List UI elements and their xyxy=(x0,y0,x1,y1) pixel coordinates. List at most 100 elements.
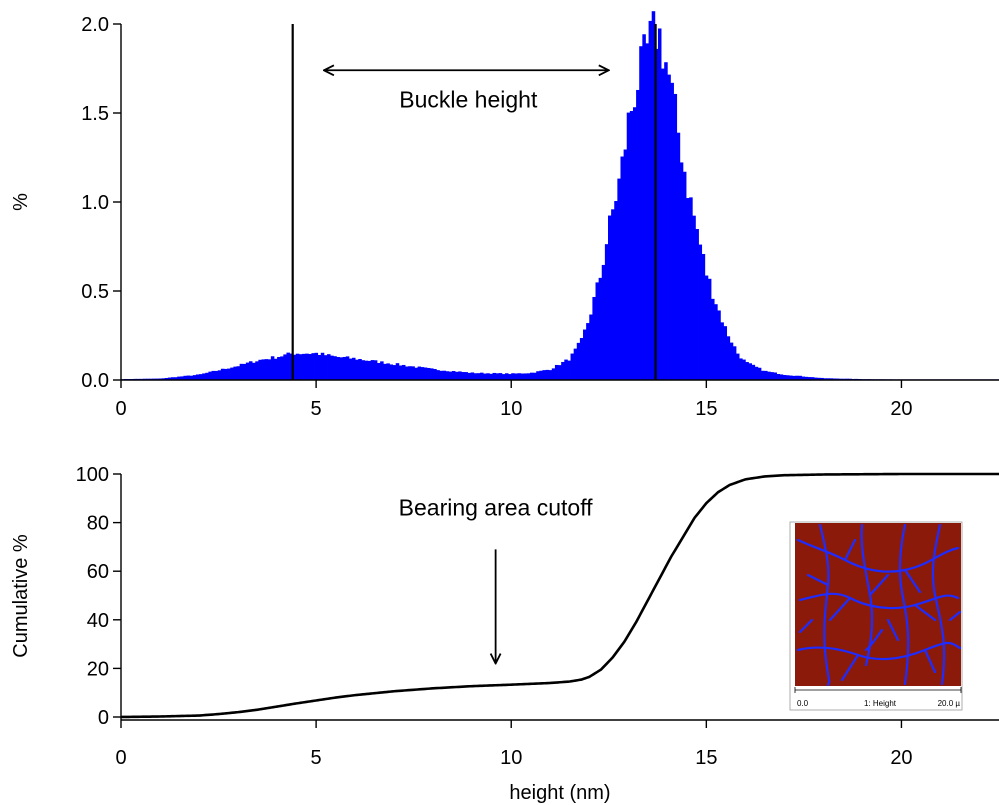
histogram-bar-111 xyxy=(467,372,472,380)
histogram-bar-15 xyxy=(167,377,172,380)
histogram-bar-195 xyxy=(729,342,734,380)
histogram-bar-82 xyxy=(376,362,381,380)
cumulative-y-axis-label: Cumulative % xyxy=(10,534,32,658)
histogram-bar-168 xyxy=(645,43,649,381)
histogram-bar-43 xyxy=(255,361,259,380)
histogram-bar-121 xyxy=(498,373,503,380)
histogram-bar-46 xyxy=(264,359,269,380)
histogram-bar-173 xyxy=(661,68,665,380)
histogram-y-tick-label-3: 1.5 xyxy=(81,103,109,125)
histogram-bar-40 xyxy=(245,362,250,380)
histogram-bar-96 xyxy=(420,367,425,380)
histogram-bar-70 xyxy=(339,357,344,380)
histogram-bar-94 xyxy=(414,367,418,380)
histogram-bar-45 xyxy=(261,359,265,380)
histogram-bar-47 xyxy=(267,359,272,380)
histogram-bar-222 xyxy=(814,377,818,380)
histogram-bar-85 xyxy=(386,363,390,380)
histogram-bar-13 xyxy=(161,378,166,380)
cumulative-x-tick-label-0: 0 xyxy=(115,747,126,769)
histogram-bar-214 xyxy=(789,375,793,380)
histogram-bar-44 xyxy=(258,359,262,380)
histogram-bar-200 xyxy=(745,362,749,380)
histogram-bar-210 xyxy=(776,374,781,380)
histogram-bar-126 xyxy=(514,373,518,380)
histogram-bar-135 xyxy=(542,370,546,380)
histogram-bar-205 xyxy=(760,370,765,380)
histogram-bar-133 xyxy=(536,371,540,380)
histogram-bar-221 xyxy=(810,377,815,380)
histogram-bar-71 xyxy=(342,356,347,380)
histogram-x-ticks: 0 5 10 15 20 xyxy=(115,380,913,420)
histogram-bar-213 xyxy=(785,375,790,380)
histogram-y-axis-label: % xyxy=(10,193,32,211)
histogram-bar-59 xyxy=(305,353,309,380)
histogram-bar-149 xyxy=(586,323,590,380)
inset-scale-right-label: 20.0 µ xyxy=(938,699,961,708)
histogram-bar-103 xyxy=(442,370,447,380)
histogram-bar-187 xyxy=(704,275,709,380)
histogram-bar-202 xyxy=(751,364,756,380)
histogram-bar-203 xyxy=(754,366,759,380)
histogram-bar-197 xyxy=(735,353,740,380)
histogram-x-tick-label-2: 10 xyxy=(500,398,522,420)
histogram-bar-130 xyxy=(526,373,531,380)
histogram-bar-167 xyxy=(642,34,646,381)
histogram-x-tick-label-4: 20 xyxy=(890,398,912,420)
histogram-bar-63 xyxy=(317,354,322,380)
histogram-bar-170 xyxy=(651,11,656,380)
histogram-bar-34 xyxy=(227,368,231,380)
histogram-bar-19 xyxy=(180,376,184,380)
histogram-bar-50 xyxy=(277,357,281,380)
histogram-bar-228 xyxy=(832,378,837,380)
cumulative-y-tick-label-3: 60 xyxy=(87,561,109,583)
histogram-bar-64 xyxy=(320,352,325,380)
histogram-bar-107 xyxy=(455,371,459,380)
histogram-bar-145 xyxy=(573,348,578,380)
histogram-bar-176 xyxy=(670,82,674,380)
inset-scale-left-label: 0.0 xyxy=(797,699,809,708)
histogram-bar-53 xyxy=(286,352,290,380)
cumulative-y-tick-label-2: 40 xyxy=(87,610,109,632)
cumulative-x-axis-label: height (nm) xyxy=(509,782,610,804)
histogram-bar-215 xyxy=(792,375,796,380)
histogram-bar-137 xyxy=(548,370,553,380)
histogram-bar-39 xyxy=(242,363,247,380)
histogram-bar-191 xyxy=(717,310,721,380)
histogram-bar-73 xyxy=(348,358,353,380)
histogram-bar-26 xyxy=(202,373,206,380)
histogram-bar-136 xyxy=(545,369,550,380)
inset-channel-label: 1: Height xyxy=(864,699,897,708)
histogram-bar-49 xyxy=(273,358,278,380)
histogram-bar-172 xyxy=(657,28,662,380)
histogram-bar-84 xyxy=(383,363,387,380)
histogram-bar-192 xyxy=(720,322,724,380)
histogram-bar-81 xyxy=(373,360,378,380)
histogram-bar-148 xyxy=(583,329,587,380)
histogram-bar-65 xyxy=(323,355,328,380)
histogram-bar-116 xyxy=(483,373,487,380)
histogram-bar-67 xyxy=(330,355,334,380)
histogram-bar-219 xyxy=(804,376,809,380)
histogram-bar-56 xyxy=(295,353,300,380)
histogram-bar-131 xyxy=(529,372,534,380)
histogram-bar-189 xyxy=(711,298,715,380)
histogram-bar-144 xyxy=(570,353,575,380)
histogram-bar-89 xyxy=(398,365,403,380)
histogram-bar-212 xyxy=(782,375,787,380)
histogram-bar-146 xyxy=(576,342,581,380)
histogram-bar-175 xyxy=(667,74,671,381)
histogram-bar-32 xyxy=(220,368,225,380)
cumulative-y-tick-label-5: 100 xyxy=(76,464,109,486)
histogram-bar-118 xyxy=(489,373,493,380)
histogram-bar-22 xyxy=(189,375,194,380)
histogram-bar-48 xyxy=(270,356,275,380)
histogram-bar-186 xyxy=(701,253,706,380)
histogram-bar-31 xyxy=(217,370,222,380)
histogram-bar-164 xyxy=(632,107,637,381)
inset-buckle-network xyxy=(796,523,962,687)
histogram-bar-211 xyxy=(779,374,784,380)
histogram-bar-229 xyxy=(835,378,840,380)
histogram-bar-159 xyxy=(617,178,621,380)
